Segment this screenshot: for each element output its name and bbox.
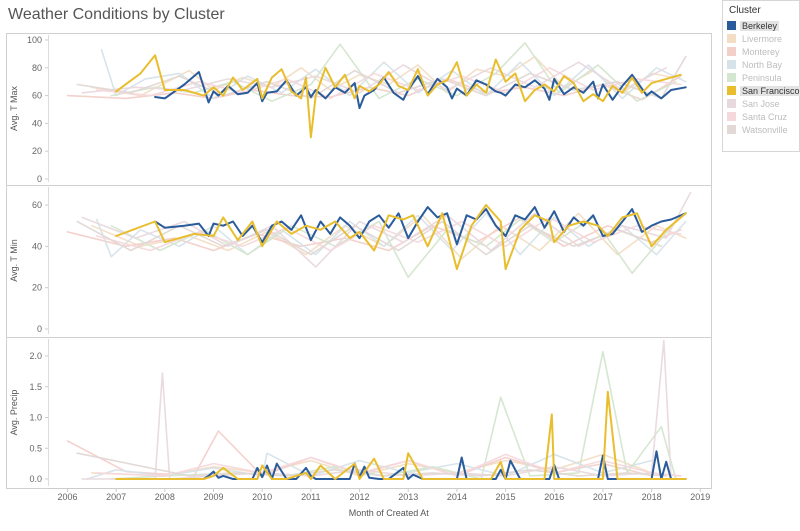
x-axis-title: Month of Created At — [349, 508, 430, 518]
legend-swatch — [727, 47, 736, 56]
legend-item-santa-cruz[interactable]: Santa Cruz — [727, 110, 799, 123]
legend-item-san-jose[interactable]: San Jose — [727, 97, 799, 110]
panel-avg-precip-y-tick-label: 0.5 — [29, 443, 42, 453]
panel-avg-t-max-y-tick-label: 20 — [32, 146, 42, 156]
x-tick-label: 2018 — [642, 492, 662, 502]
panel-avg-t-min-series-livermore — [91, 212, 687, 260]
x-tick-label: 2019 — [690, 492, 710, 502]
legend-swatch — [727, 99, 736, 108]
x-tick-label: 2008 — [155, 492, 175, 502]
legend-item-watsonville[interactable]: Watsonville — [727, 123, 799, 136]
panel-avg-precip: 0.0 0.5 1.0 1.5 2.0 Avg. Precip — [6, 337, 712, 486]
panel-avg-t-max-series-monterey — [66, 75, 682, 101]
legend-label: Livermore — [742, 33, 783, 44]
legend-title: Cluster — [729, 5, 761, 16]
panel-avg-t-min-series-san-francisco — [115, 204, 687, 271]
panel-avg-t-max-series-north-bay — [100, 48, 687, 100]
legend-item-monterey[interactable]: Monterey — [727, 45, 799, 58]
panel-avg-precip-y-tick-label: 0.0 — [29, 474, 42, 484]
x-tick-label: 2016 — [544, 492, 564, 502]
panel-avg-precip-y-tick-label: 1.0 — [29, 413, 42, 423]
panel-avg-precip-series-livermore — [91, 453, 682, 477]
panel-avg-precip-y-tick-label: 2.0 — [29, 351, 42, 361]
x-tick-label: 2015 — [496, 492, 516, 502]
panel-avg-precip-series-peninsula — [110, 350, 677, 480]
legend-list: Berkeley Livermore Monterey North Bay Penins… — [723, 19, 800, 136]
chart-frame: Weather Conditions by Cluster 0 20 40 60 80 1… — [6, 6, 712, 518]
x-tick-label: 2006 — [57, 492, 77, 502]
legend-label: Berkeley — [740, 20, 780, 31]
panel-avg-t-max-series-san-jose — [81, 61, 668, 94]
legend-label: San Francisco — [740, 85, 800, 96]
x-tick-label: 2010 — [252, 492, 272, 502]
panel-avg-t-max-y-tick-label: 40 — [32, 118, 42, 128]
legend-item-north-bay[interactable]: North Bay — [727, 58, 799, 71]
legend-swatch — [727, 125, 736, 134]
x-tick-label: 2014 — [447, 492, 467, 502]
legend-swatch — [727, 86, 736, 95]
panel-avg-t-min-series-san-jose — [81, 191, 692, 268]
x-tick-label: 2011 — [301, 492, 320, 502]
legend-label: Santa Cruz — [742, 111, 788, 122]
legend-label: San Jose — [742, 98, 780, 109]
legend-item-berkeley[interactable]: Berkeley — [727, 19, 799, 32]
panel-avg-t-max-y-title: Avg. T Max — [9, 85, 19, 131]
panel-avg-t-min-series-berkeley — [154, 206, 687, 246]
legend-item-san-francisco[interactable]: San Francisco — [727, 84, 800, 97]
panel-avg-t-max: 0 20 40 60 80 100 Avg. T Max — [9, 35, 687, 184]
panel-avg-precip-series-santa-cruz — [95, 453, 682, 477]
panel-avg-t-max-y-tick-label: 100 — [27, 35, 42, 45]
legend-label: Monterey — [742, 46, 780, 57]
panel-avg-precip-series-berkeley — [154, 450, 687, 480]
panel-avg-t-min-y-tick-label: 0 — [37, 324, 42, 334]
panel-avg-t-max-y-tick-label: 0 — [37, 174, 42, 184]
panel-avg-precip-series-san-francisco — [115, 390, 687, 480]
panel-avg-t-max-series-san-francisco — [115, 54, 682, 139]
panel-avg-t-min-y-tick-label: 40 — [32, 241, 42, 251]
panel-avg-precip-series-san-jose — [81, 339, 672, 480]
legend-swatch — [727, 21, 736, 30]
panel-avg-t-min-series-watsonville — [76, 220, 663, 256]
panel-avg-t-min-y-tick-label: 60 — [32, 200, 42, 210]
panel-avg-t-max-y-tick-label: 80 — [32, 63, 42, 73]
panel-avg-t-min-y-tick-label: 20 — [32, 283, 42, 293]
x-tick-label: 2017 — [593, 492, 613, 502]
panel-avg-t-max-series-livermore — [91, 55, 682, 97]
panel-avg-precip-y-tick-label: 1.5 — [29, 382, 42, 392]
legend-swatch — [727, 34, 736, 43]
x-tick-label: 2007 — [106, 492, 126, 502]
legend-panel: Cluster Berkeley Livermore Monterey North B… — [722, 0, 800, 152]
legend-label: North Bay — [742, 59, 783, 70]
legend-label: Watsonville — [742, 124, 788, 135]
legend-swatch — [727, 73, 736, 82]
chart-title: Weather Conditions by Cluster — [8, 6, 225, 23]
panel-avg-t-max-y-tick-label: 60 — [32, 91, 42, 101]
panel-avg-t-min-y-title: Avg. T Min — [9, 239, 19, 282]
panel-avg-t-max-series-watsonville — [76, 55, 687, 100]
x-tick-label: 2009 — [203, 492, 223, 502]
panel-avg-t-min: 0 20 40 60 Avg. T Min — [6, 185, 712, 334]
legend-item-peninsula[interactable]: Peninsula — [727, 71, 799, 84]
legend-label: Peninsula — [742, 72, 782, 83]
panel-avg-t-min-series-north-bay — [95, 212, 687, 258]
x-tick-label: 2012 — [350, 492, 370, 502]
x-tick-label: 2013 — [398, 492, 418, 502]
panel-avg-precip-y-title: Avg. Precip — [9, 390, 19, 436]
legend-swatch — [727, 112, 736, 121]
x-axis: 2006 2007 2008 2009 2010 2011 2012 2013 2014 2015… — [48, 488, 710, 518]
legend-swatch — [727, 60, 736, 69]
legend-item-livermore[interactable]: Livermore — [727, 32, 799, 45]
